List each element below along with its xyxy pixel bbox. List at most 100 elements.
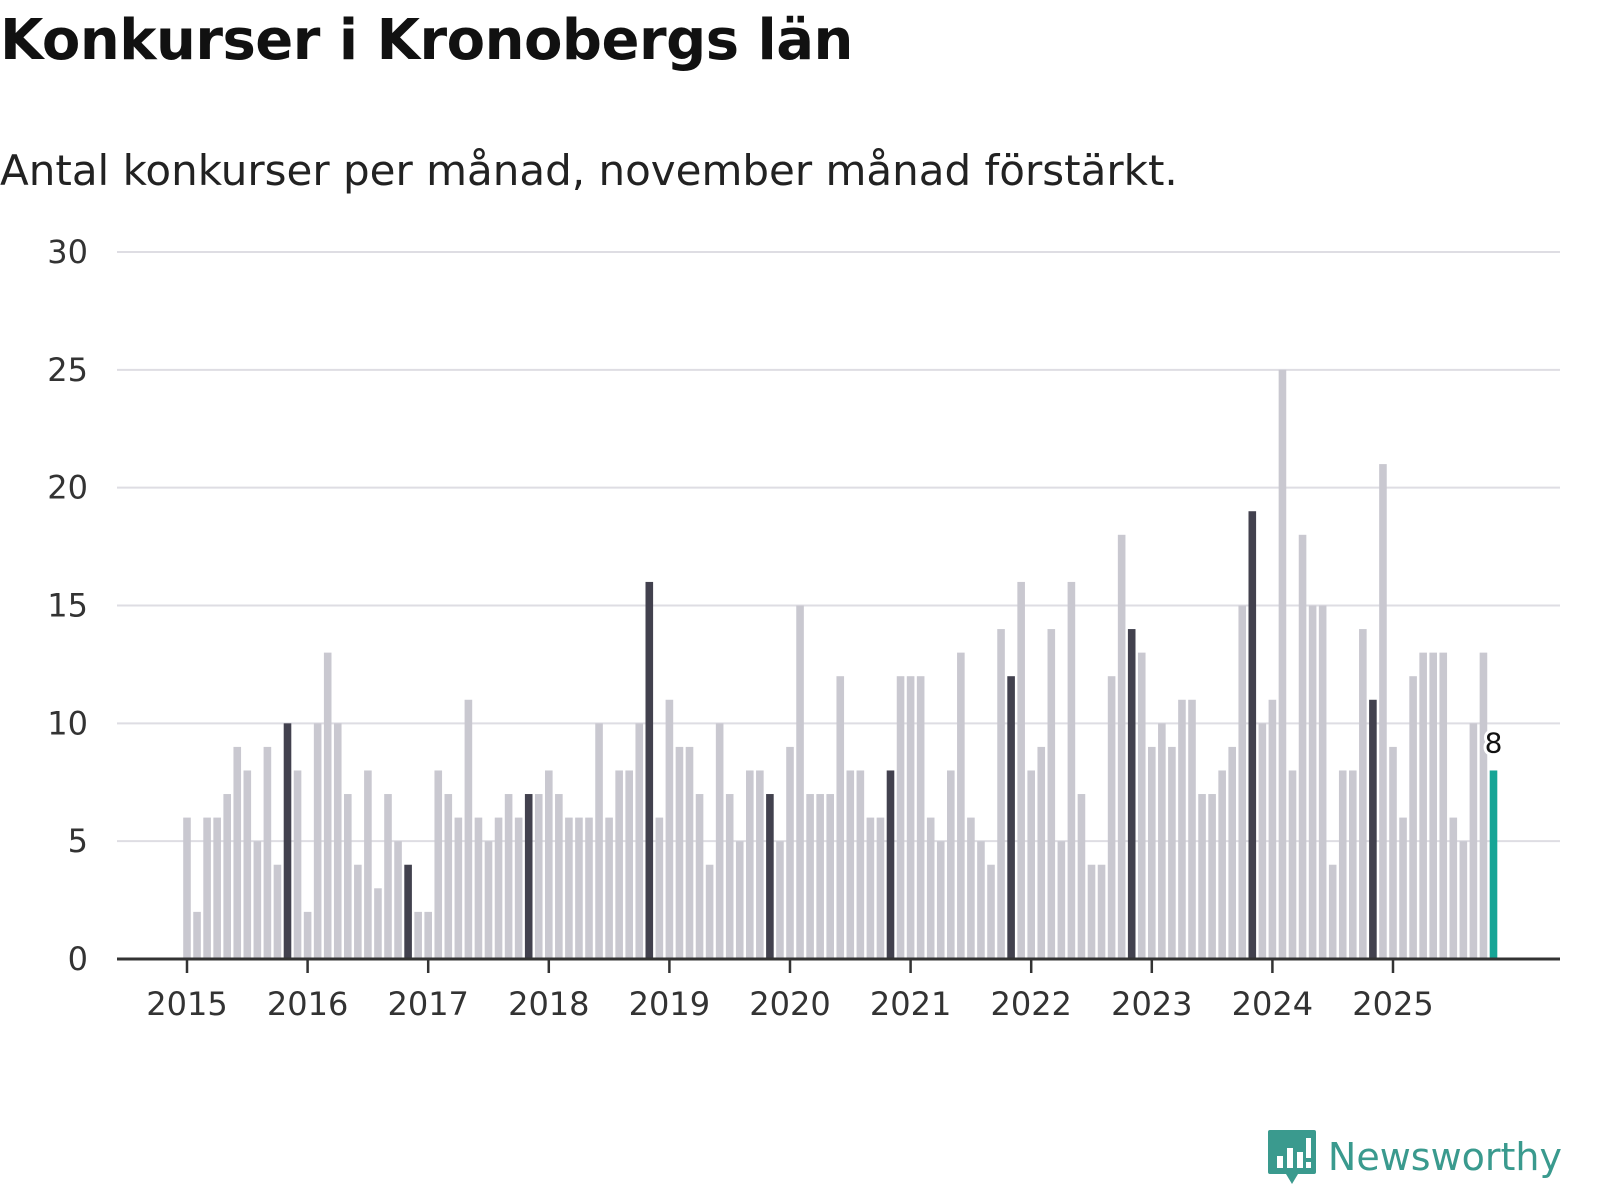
bar	[1449, 817, 1458, 959]
bar	[404, 864, 412, 959]
bar	[1369, 699, 1377, 959]
bar	[1298, 534, 1307, 959]
bar	[1409, 676, 1417, 959]
bar	[1318, 605, 1327, 959]
bar	[816, 794, 824, 959]
x-tick-label: 2021	[870, 985, 951, 1023]
bar	[203, 817, 211, 959]
bar	[866, 817, 875, 959]
x-tick-label: 2017	[387, 985, 468, 1023]
bar	[655, 817, 664, 959]
bar	[1067, 581, 1076, 959]
bar	[1077, 794, 1086, 959]
bar	[685, 746, 694, 959]
bar	[715, 723, 724, 959]
bar	[474, 817, 483, 959]
bar	[1007, 676, 1015, 959]
bar	[705, 864, 714, 959]
bar	[957, 652, 965, 959]
bar	[1268, 699, 1277, 959]
x-tick-label: 2019	[629, 985, 710, 1023]
bar	[1057, 841, 1066, 959]
bar	[1469, 723, 1478, 959]
bar	[1127, 629, 1136, 959]
y-tick-label: 15	[47, 587, 88, 625]
bar	[1328, 864, 1337, 959]
x-tick-label: 2025	[1352, 985, 1433, 1023]
bar	[1248, 511, 1257, 959]
bar	[434, 770, 443, 959]
y-tick-label: 0	[68, 940, 88, 978]
x-axis-ticks: 2015 2016 2017 2018 2019 2020 2021 2022 2023 2024…	[146, 959, 1434, 1023]
bar-highlighted	[1489, 770, 1498, 959]
bar	[826, 794, 834, 959]
bar	[394, 841, 402, 959]
bar	[504, 794, 513, 959]
bar	[444, 794, 453, 959]
x-tick-label: 2020	[749, 985, 830, 1023]
bar	[253, 841, 262, 959]
bar	[414, 911, 422, 959]
bar	[595, 723, 603, 959]
bar	[876, 817, 885, 959]
bar	[725, 794, 734, 959]
bar	[987, 864, 995, 959]
bar	[806, 794, 814, 959]
bar	[1379, 464, 1387, 959]
brand-logo: Newsworthy	[1266, 1128, 1562, 1186]
bar	[997, 629, 1005, 959]
chart-subtitle: Antal konkurser per månad, november måna…	[0, 146, 1178, 195]
bar	[1188, 699, 1196, 959]
bar	[786, 746, 794, 959]
bar	[746, 770, 754, 959]
bar	[454, 817, 463, 959]
bars	[183, 369, 1498, 960]
bar	[856, 770, 865, 959]
bar	[534, 794, 543, 959]
bar	[1208, 794, 1216, 959]
bar	[1429, 652, 1437, 959]
bar	[193, 911, 201, 959]
x-tick-label: 2023	[1111, 985, 1192, 1023]
bar	[545, 770, 553, 959]
bar	[625, 770, 633, 959]
bar	[1389, 746, 1397, 959]
value-labels: 8	[1482, 723, 1506, 762]
bar	[635, 723, 644, 959]
bar	[1117, 534, 1126, 959]
bar	[1349, 770, 1357, 959]
bar	[1198, 794, 1206, 959]
bar	[585, 817, 593, 959]
bar	[223, 794, 231, 959]
bar	[384, 794, 392, 959]
bar	[1148, 746, 1156, 959]
bar	[615, 770, 623, 959]
bar	[374, 888, 382, 959]
bar	[1359, 629, 1367, 959]
bar	[1047, 629, 1056, 959]
bar	[906, 676, 915, 959]
bar	[1107, 676, 1116, 959]
bar	[1218, 770, 1226, 959]
y-tick-label: 20	[47, 469, 88, 507]
x-tick-label: 2015	[146, 985, 227, 1023]
bar	[183, 817, 191, 959]
bar	[886, 770, 895, 959]
bar	[303, 911, 312, 959]
bar	[464, 699, 473, 959]
bar	[1459, 841, 1468, 959]
bar	[354, 864, 362, 959]
bar	[1288, 770, 1297, 959]
bar	[756, 770, 764, 959]
bar	[1037, 746, 1046, 959]
bar	[233, 746, 242, 959]
bar	[323, 652, 332, 959]
y-tick-label: 5	[68, 822, 88, 860]
bar	[333, 723, 342, 959]
bar	[1168, 746, 1176, 959]
bar	[926, 817, 935, 959]
bar	[514, 817, 523, 959]
bar	[213, 817, 221, 959]
bar	[313, 723, 322, 959]
